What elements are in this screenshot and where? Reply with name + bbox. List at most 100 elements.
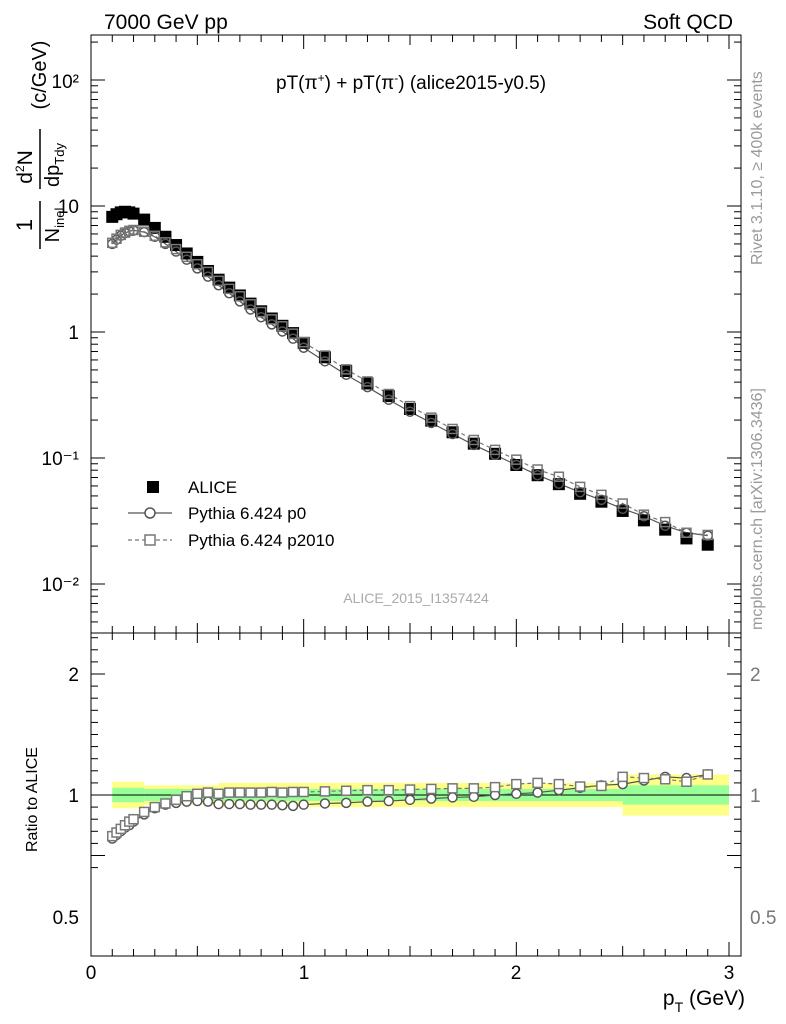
data-point-p0 — [383, 394, 394, 405]
data-point-p2010 — [255, 306, 267, 318]
ratio-point-p2010 — [128, 813, 139, 825]
ratio-point-p2010 — [702, 769, 713, 780]
ratio-point-p2010 — [447, 783, 458, 794]
ratio-tick-label-right-2: 2 — [750, 665, 761, 686]
ratio-point-p2010 — [681, 776, 692, 787]
ratio-point-p2010 — [319, 786, 331, 797]
data-point-p2010 — [489, 444, 501, 456]
ratio-point-p2010 — [234, 787, 246, 798]
data-point-p2010 — [192, 258, 203, 270]
data-point-alice — [446, 426, 459, 439]
data-point-p2010 — [245, 299, 256, 310]
svg-text:dpTdy: dpTdy — [42, 143, 67, 187]
x-tick-labels: 0 1 2 3 — [86, 963, 735, 984]
ratio-point-p2010 — [574, 781, 586, 792]
data-point-p0 — [362, 381, 373, 393]
data-point-p2010 — [202, 266, 214, 278]
data-point-alice — [701, 538, 714, 551]
data-point-alice — [287, 327, 300, 340]
ratio-point-p2010 — [149, 801, 161, 813]
ratio-tick-label-0.5: 0.5 — [53, 908, 79, 929]
ratio-point-p2010 — [223, 787, 235, 798]
ratio-axis-ticks — [90, 633, 741, 956]
data-point-p2010 — [181, 251, 192, 263]
ratio-point-p2010 — [160, 798, 171, 809]
main-series-layer — [106, 205, 714, 551]
ratio-tick-label-1: 1 — [68, 786, 79, 807]
data-point-p2010 — [128, 224, 139, 236]
y-tick-label-1e-2: 10⁻² — [42, 575, 80, 596]
data-point-p2010 — [532, 464, 543, 475]
ratio-point-p0 — [266, 799, 278, 810]
ratio-point-p0 — [447, 792, 458, 803]
ratio-point-p0 — [511, 788, 522, 800]
ratio-point-p0 — [277, 800, 288, 811]
legend-marker-p2010 — [144, 534, 156, 546]
ratio-point-p2010 — [383, 784, 394, 796]
ratio-tick-label-right-1: 1 — [750, 786, 761, 807]
data-point-p2010 — [277, 321, 288, 332]
ratio-point-p0 — [340, 797, 352, 809]
data-point-p2010 — [659, 516, 671, 528]
data-point-p2010 — [596, 489, 607, 501]
ratio-point-p2010 — [511, 778, 522, 790]
rivet-label: Rivet 3.1.10, ≥ 400k events — [749, 71, 766, 265]
data-point-p0 — [319, 356, 331, 367]
data-point-p0 — [404, 406, 416, 417]
ratio-tick-label-2: 2 — [68, 665, 79, 686]
svg-text:Ninel: Ninel — [42, 208, 67, 243]
ratio-point-p2010 — [596, 780, 607, 792]
ratio-point-p2010 — [617, 771, 628, 783]
header-right: Soft QCD — [643, 11, 733, 34]
data-point-p2010 — [447, 423, 458, 435]
data-point-p0 — [340, 369, 352, 380]
ratio-point-p0 — [383, 795, 394, 807]
data-point-p2010 — [266, 314, 278, 325]
ratio-point-p2010 — [489, 781, 501, 793]
ratio-point-p0 — [298, 799, 309, 810]
y-tick-label-1: 1 — [68, 323, 79, 344]
data-point-p0 — [574, 486, 586, 498]
mcplots-label: mcplots.cern.ch [arXiv:1306.3436] — [749, 388, 766, 630]
ratio-point-p2010 — [181, 790, 192, 802]
ratio-point-p2010 — [277, 787, 288, 798]
ratio-y-label: Ratio to ALICE — [24, 747, 41, 852]
data-point-p2010 — [511, 454, 522, 465]
ratio-y-tick-labels: 0.5 1 2 0.5 1 2 — [53, 665, 777, 929]
ratio-series-layer — [107, 769, 713, 844]
analysis-watermark: ALICE_2015_I1357424 — [343, 590, 489, 606]
data-point-p2010 — [553, 471, 565, 482]
ratio-point-p2010 — [532, 777, 543, 789]
data-point-alice — [425, 414, 438, 427]
ratio-point-p0 — [202, 796, 214, 807]
ratio-point-p2010 — [404, 784, 416, 795]
legend: ALICE Pythia 6.424 p0 Pythia 6.424 p2010 — [128, 478, 335, 550]
main-y-tick-labels: 10⁻² 10⁻¹ 1 10 10² — [42, 72, 80, 596]
data-point-p2010 — [170, 243, 182, 255]
data-point-p2010 — [383, 388, 394, 400]
ratio-point-p0 — [362, 796, 373, 807]
svg-text:(c/GeV): (c/GeV) — [29, 41, 51, 110]
legend-label-p2010: Pythia 6.424 p2010 — [188, 531, 335, 550]
ratio-point-p2010 — [170, 794, 182, 806]
ratio-point-p2010 — [298, 786, 309, 798]
data-point-p2010 — [213, 275, 224, 287]
y-tick-label-1e-1: 10⁻¹ — [42, 449, 80, 470]
data-point-p2010 — [340, 364, 352, 375]
ratio-point-p0 — [255, 799, 267, 810]
data-point-p0 — [511, 459, 522, 471]
svg-text:d2N: d2N — [13, 150, 37, 184]
x-axis-label: pT (GeV) — [663, 987, 745, 1015]
data-point-p2010 — [638, 509, 650, 520]
ratio-point-p0 — [319, 798, 331, 809]
data-point-p2010 — [298, 336, 309, 348]
ratio-point-p0 — [234, 798, 246, 810]
chart-title: pT(π+) + pT(π-) (alice2015-y0.5) — [276, 71, 546, 94]
data-point-p2010 — [702, 529, 713, 541]
ratio-point-p2010 — [553, 778, 565, 790]
data-point-p2010 — [234, 291, 246, 302]
data-point-p2010 — [426, 412, 437, 423]
data-point-p0 — [298, 342, 309, 353]
ratio-point-p0 — [245, 799, 256, 810]
ratio-point-p0 — [223, 798, 235, 810]
